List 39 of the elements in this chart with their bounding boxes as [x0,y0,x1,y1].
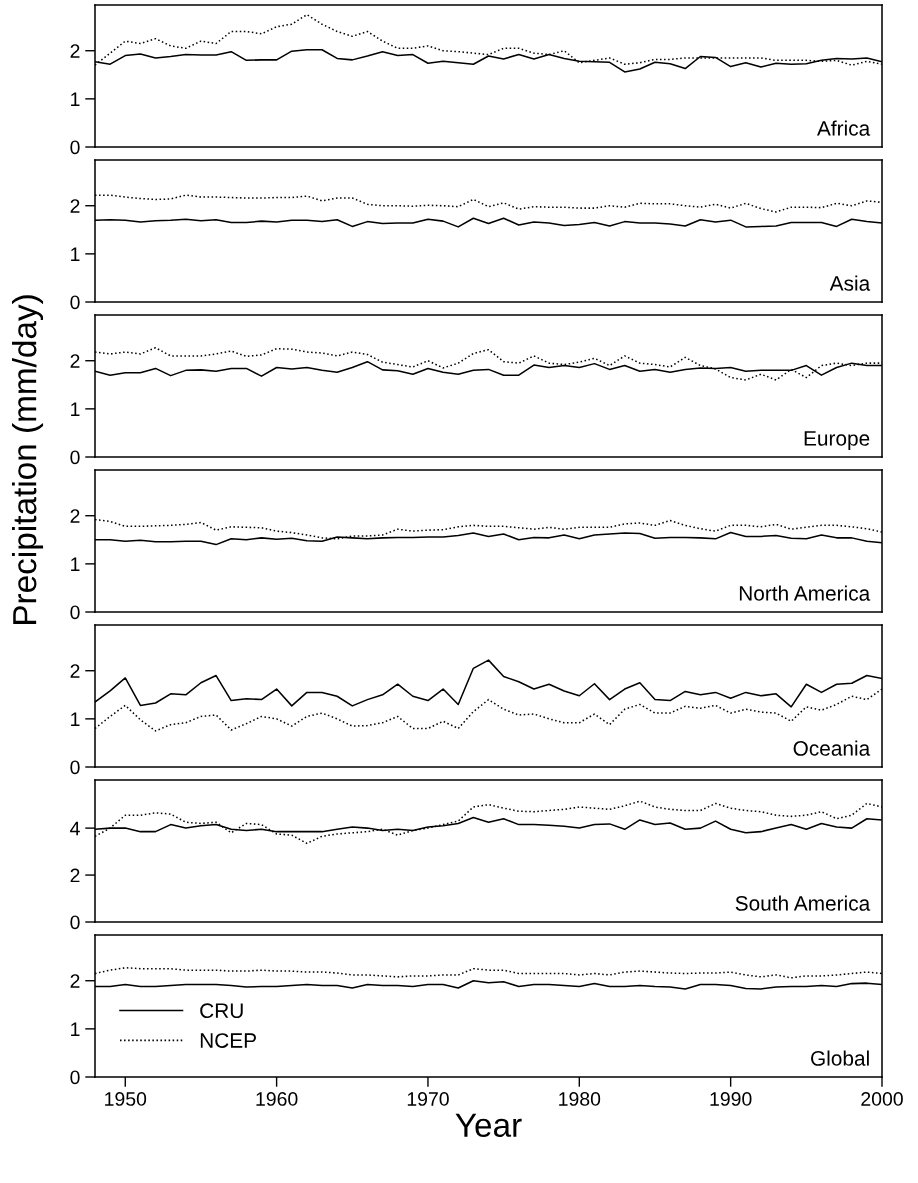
y-tick-label: 0 [70,140,80,155]
legend-label: NCEP [200,1033,256,1048]
line-series [95,688,882,732]
y-axis-title: Precipitation (mm/day) [12,295,44,624]
text: Europe [804,431,870,450]
y-tick-label: 1 [71,1022,80,1036]
y-tick-label: 2 [70,974,80,988]
x-tick-label: 1950 [105,1092,147,1106]
text: North America [739,585,871,601]
y-tick-label: 2 [70,868,80,883]
text: Oceania [793,740,871,756]
y-tick-label: 2 [70,44,80,58]
y-tick-label: 0 [70,450,80,465]
text: Global [811,1050,869,1066]
text: South America [735,895,871,911]
y-tick-label: 0 [70,915,80,930]
x-tick-label: 1980 [559,1092,601,1106]
x-tick-label: 1990 [710,1092,752,1106]
y-tick-label: 0 [70,760,80,775]
x-tick-label: 1960 [256,1092,298,1106]
y-tick-label: 2 [70,509,80,523]
y-tick-label: 4 [70,821,80,836]
y-tick-label: 0 [70,605,80,620]
legend-label: CRU [200,1003,243,1019]
y-tick-label: 1 [71,92,80,106]
x-tick-label: 1970 [407,1092,449,1106]
y-tick-label: 1 [71,557,80,571]
x-axis-title: Year [455,1113,522,1137]
y-tick-label: 2 [70,354,80,368]
y-tick-label: 1 [71,712,80,726]
y-tick-label: 2 [70,664,80,678]
y-tick-label: 0 [70,295,80,310]
y-tick-label: 2 [70,199,80,213]
y-tick-label: 1 [71,402,80,416]
x-tick-label: 2000 [861,1092,903,1106]
y-tick-label: 0 [70,1070,80,1085]
y-tick-label: 1 [71,247,80,261]
text: Asia [829,275,871,291]
text: Africa [816,120,871,136]
